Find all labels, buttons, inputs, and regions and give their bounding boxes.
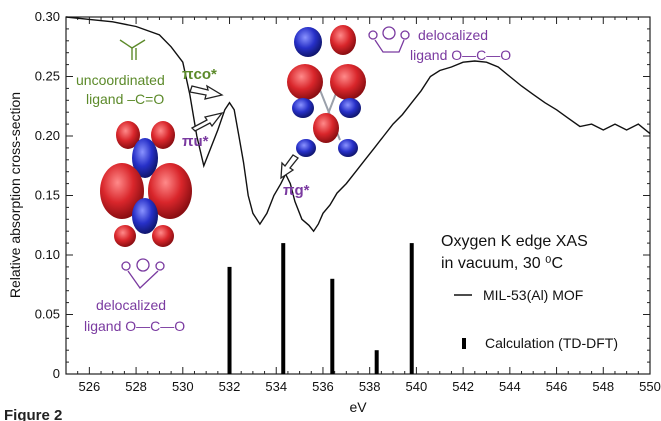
legend-title-line1: Oxygen K edge XAS	[441, 233, 588, 250]
calculation-stick	[374, 350, 379, 374]
y-axis-ticks: 0 0.05 0.10 0.15 0.20 0.25 0.30	[35, 9, 650, 381]
x-axis-title: eV	[349, 399, 367, 415]
y-tick-label: 0.30	[35, 9, 60, 24]
calculation-stick	[409, 243, 414, 374]
legend-title-line2: in vacuum, 30 ⁰C	[441, 255, 563, 272]
delocalized-left-line2: ligand O—C—O	[84, 318, 185, 334]
x-tick-label: 528	[125, 379, 147, 394]
uncoordinated-ligand-structure-icon	[119, 39, 146, 60]
legend-label-calculation: Calculation (TD-DFT)	[485, 335, 618, 351]
figure-caption: Figure 2	[4, 407, 62, 421]
orbital-pi-u-picture	[100, 121, 192, 247]
delocalized-ligand-structure-icon-left	[121, 258, 165, 289]
annotation-arrows	[189, 84, 299, 180]
calculation-stick	[281, 243, 286, 374]
pi-g-label: πg*	[283, 182, 310, 199]
x-tick-label: 526	[79, 379, 101, 394]
y-tick-label: 0.10	[35, 247, 60, 262]
legend-stick-swatch	[462, 338, 466, 349]
delocalized-left-line1: delocalized	[96, 297, 166, 313]
legend: Oxygen K edge XAS in vacuum, 30 ⁰C MIL-5…	[441, 233, 618, 351]
pi-u-label: πu*	[182, 133, 209, 150]
delocalized-ligand-structure-icon-right	[368, 26, 410, 53]
x-tick-label: 538	[359, 379, 381, 394]
uncoordinated-label-line2: ligand –C=O	[86, 91, 164, 107]
pi-co-label: πco*	[182, 66, 217, 83]
x-tick-label: 550	[639, 379, 661, 394]
x-tick-label: 542	[452, 379, 474, 394]
x-tick-label: 540	[406, 379, 428, 394]
y-tick-label: 0.15	[35, 188, 60, 203]
legend-label-mil53: MIL-53(Al) MOF	[483, 287, 583, 303]
delocalized-right-line1: delocalized	[418, 27, 488, 43]
x-tick-label: 530	[172, 379, 194, 394]
calculation-stick	[227, 266, 232, 374]
x-tick-label: 534	[265, 379, 287, 394]
y-tick-label: 0.25	[35, 69, 60, 84]
calculation-sticks	[227, 243, 414, 374]
y-tick-label: 0	[53, 366, 60, 381]
x-tick-label: 546	[546, 379, 568, 394]
series-line-mil53	[65, 16, 651, 233]
x-axis-ticks: 526 528 530 532 534 536 538 540 542 544 546 548 550	[65, 17, 661, 394]
y-tick-label: 0.05	[35, 307, 60, 322]
uncoordinated-label-line1: uncoordinated	[76, 72, 165, 88]
y-axis-title: Relative absorption cross-section	[7, 92, 23, 298]
x-tick-label: 544	[499, 379, 521, 394]
delocalized-right-line2: ligand O—C—O	[410, 47, 511, 63]
x-tick-label: 548	[592, 379, 614, 394]
x-tick-label: 532	[219, 379, 241, 394]
calculation-stick	[330, 278, 335, 374]
x-tick-label: 536	[312, 379, 334, 394]
y-tick-label: 0.20	[35, 128, 60, 143]
orbital-pi-g-picture	[287, 25, 366, 157]
